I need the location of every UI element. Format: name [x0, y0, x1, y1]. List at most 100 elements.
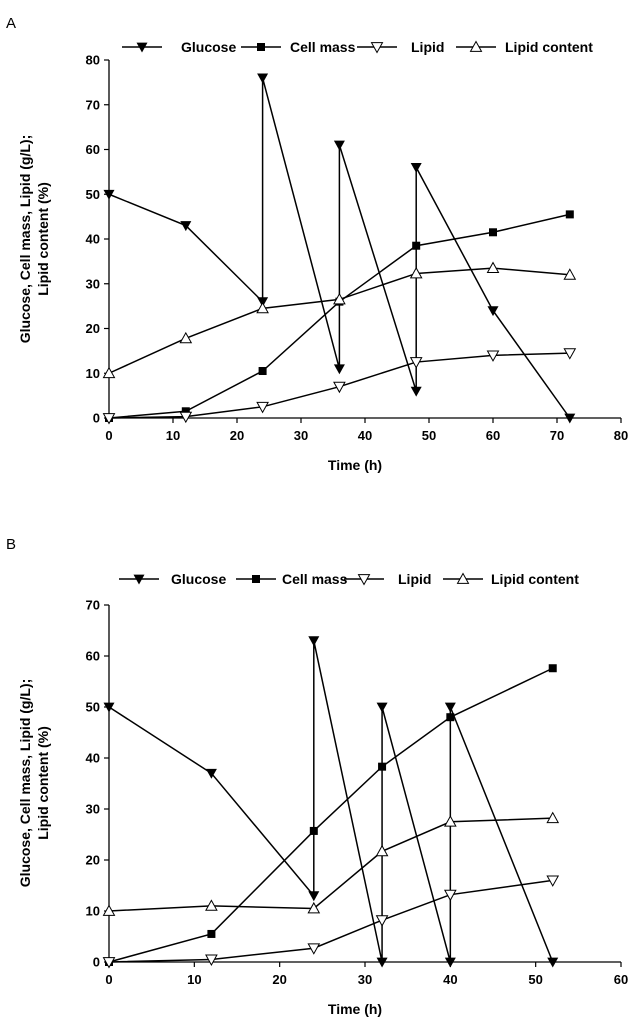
x-tick-label: 30	[294, 428, 308, 443]
data-point-lipid-content	[179, 331, 193, 344]
legend-marker-glucose	[133, 574, 145, 585]
data-point-glucose	[308, 891, 320, 902]
series-line-lipid	[108, 879, 553, 963]
data-point-lipid	[443, 889, 457, 902]
y-tick-label: 30	[86, 802, 100, 817]
series-lipid	[102, 348, 577, 425]
data-point-glucose	[376, 702, 388, 713]
series-line-cell-mass	[108, 667, 554, 963]
x-tick-label: 20	[272, 972, 286, 987]
x-tick-label: 50	[422, 428, 436, 443]
data-point-lipid-content	[102, 366, 116, 379]
legend-label-lipid: Lipid	[398, 571, 431, 587]
legend-label-glucose: Glucose	[181, 39, 236, 55]
data-point-lipid	[375, 915, 389, 927]
data-point-glucose	[103, 189, 115, 200]
legend-marker-lipid	[370, 42, 384, 54]
data-point-glucose	[547, 957, 559, 968]
series-cell-mass	[105, 664, 557, 966]
data-point-lipid	[409, 357, 423, 369]
data-point-glucose	[205, 768, 217, 779]
x-tick-label: 30	[358, 972, 372, 987]
legend: Glucose Cell mass Lipid Lipid content	[119, 571, 579, 587]
data-point-glucose	[376, 957, 388, 968]
data-point-lipid	[102, 413, 116, 425]
data-point-lipid	[179, 411, 193, 424]
x-tick-label: 40	[443, 972, 457, 987]
y-axis-title-line-1: Glucose, Cell mass, Lipid (g/L);	[17, 135, 33, 343]
data-point-lipid-content	[307, 901, 321, 914]
data-point-glucose	[564, 413, 576, 424]
data-point-lipid	[307, 943, 321, 955]
data-point-glucose	[444, 957, 456, 968]
legend: Glucose Cell mass Lipid Lipid content	[122, 39, 593, 55]
legend-marker-lipid-content	[456, 572, 470, 584]
data-point-glucose	[180, 221, 192, 232]
series-line-glucose	[108, 640, 554, 963]
data-point-cell-mass	[378, 762, 387, 771]
data-point-lipid-content	[443, 815, 457, 827]
y-tick-label: 70	[86, 97, 100, 112]
series-lipid-content	[102, 261, 577, 379]
y-tick-label: 40	[86, 232, 100, 247]
data-point-lipid	[256, 401, 269, 414]
data-point-glucose	[410, 163, 422, 173]
y-axis-title-line-2: Lipid content (%)	[35, 182, 51, 296]
y-tick-label: 50	[86, 187, 100, 202]
x-axis-title: Time (h)	[328, 457, 382, 473]
panel-label-a: A	[6, 15, 16, 32]
data-point-lipid-content	[486, 261, 500, 273]
legend-label-lipid-content: Lipid content	[505, 39, 593, 55]
data-point-cell-mass	[181, 407, 190, 416]
x-tick-label: 10	[166, 428, 180, 443]
data-point-lipid	[546, 875, 560, 887]
legend-label-cell-mass: Cell mass	[290, 39, 356, 55]
y-tick-label: 20	[86, 853, 100, 868]
y-tick-label: 80	[86, 53, 100, 68]
legend-label-lipid-content: Lipid content	[491, 571, 579, 587]
data-point-glucose	[410, 386, 422, 397]
data-point-glucose	[444, 702, 456, 713]
x-tick-label: 20	[230, 428, 244, 443]
data-point-cell-mass	[548, 664, 557, 673]
y-tick-label: 20	[86, 321, 100, 336]
legend-marker-cell-mass	[252, 575, 260, 583]
y-tick-label: 10	[86, 366, 100, 381]
x-tick-label: 70	[550, 428, 564, 443]
series-lipid	[102, 875, 560, 969]
data-point-glucose	[333, 140, 345, 151]
x-axis-title: Time (h)	[328, 1001, 382, 1017]
series-glucose	[103, 73, 576, 424]
data-point-lipid-content	[375, 844, 389, 857]
y-tick-label: 60	[86, 142, 100, 157]
x-tick-label: 80	[614, 428, 628, 443]
data-point-glucose	[103, 702, 115, 713]
data-point-lipid	[333, 381, 346, 394]
legend-marker-lipid-content	[469, 40, 483, 52]
x-tick-label: 50	[528, 972, 542, 987]
x-tick-label: 60	[614, 972, 628, 987]
y-tick-label: 50	[86, 700, 100, 715]
legend-label-lipid: Lipid	[411, 39, 444, 55]
series-line-lipid-content	[108, 817, 553, 912]
data-point-lipid-content	[256, 301, 269, 314]
data-point-cell-mass	[565, 210, 574, 219]
legend-label-glucose: Glucose	[171, 571, 226, 587]
y-tick-label: 60	[86, 649, 100, 664]
data-point-cell-mass	[489, 228, 497, 237]
y-axis-title-line-1: Glucose, Cell mass, Lipid (g/L);	[17, 679, 33, 887]
x-tick-label: 60	[486, 428, 500, 443]
legend-label-cell-mass: Cell mass	[282, 571, 348, 587]
x-tick-label: 10	[187, 972, 201, 987]
legend-marker-lipid	[357, 574, 371, 586]
data-point-lipid-content	[102, 904, 116, 916]
data-point-lipid-content	[546, 811, 560, 824]
data-point-glucose	[257, 73, 269, 84]
data-point-lipid-content	[409, 266, 423, 279]
data-point-cell-mass	[258, 367, 267, 376]
series-lipid-content	[102, 811, 560, 916]
data-point-lipid-content	[205, 899, 218, 911]
data-point-glucose	[487, 306, 499, 317]
data-point-glucose	[308, 636, 320, 647]
